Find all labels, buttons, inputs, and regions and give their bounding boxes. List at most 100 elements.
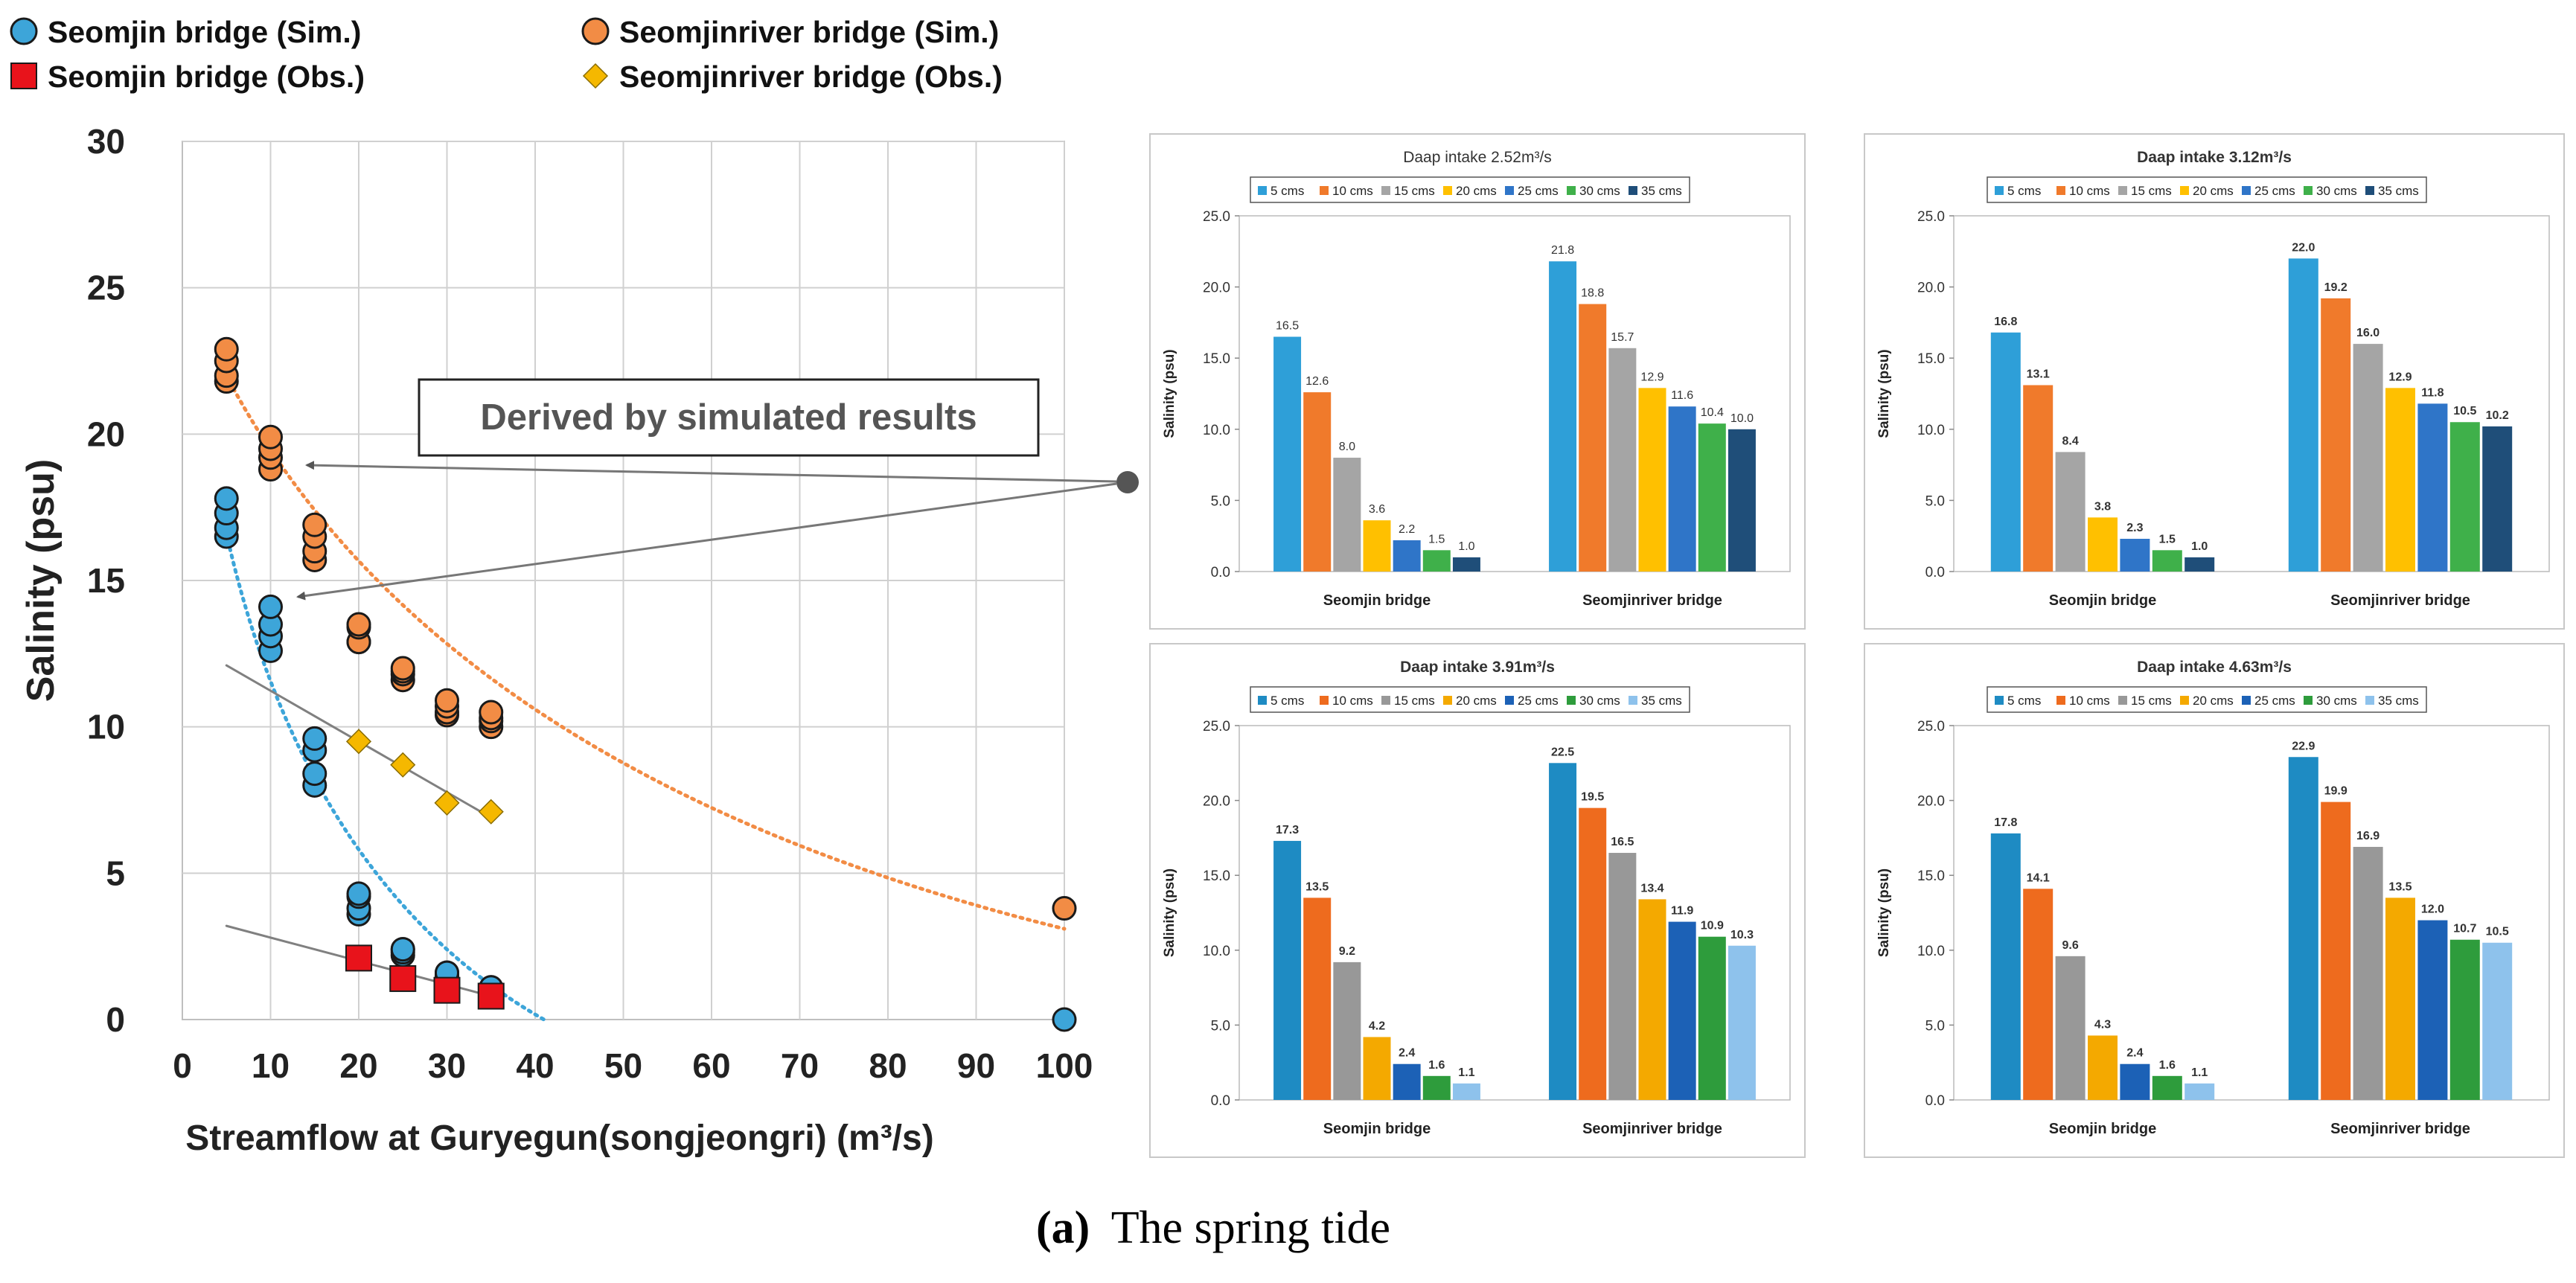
bar-value-label: 16.0 (2356, 327, 2380, 339)
bar (1990, 332, 2021, 572)
bar-y-tick-label: 25.0 (1917, 719, 1945, 735)
bar (2321, 298, 2351, 572)
bar-category-label: Seomjin bridge (1323, 1121, 1431, 1137)
bar-y-axis-label: Salinity (psu) (1162, 868, 1177, 957)
bar (2023, 385, 2054, 572)
bar-legend-label: 15 cms (2131, 694, 2172, 708)
bar-plot-area (1953, 215, 2550, 572)
bar-value-label: 13.4 (1640, 882, 1663, 895)
bar (1363, 520, 1391, 572)
bar-value-label: 16.5 (1276, 320, 1299, 333)
bar-y-tick-label: 20.0 (1917, 794, 1945, 810)
bar-category-label: Seomjin bridge (2049, 592, 2156, 609)
y-tick-label: 10 (87, 708, 125, 746)
bar-legend-label: 25 cms (1518, 694, 1559, 708)
bar-plot-area (1239, 215, 1791, 572)
bar (1579, 807, 1607, 1100)
bar-legend-swatch (1320, 186, 1329, 195)
bar-y-tick-label: 10.0 (1917, 944, 1945, 959)
bar-legend-swatch (2056, 696, 2065, 705)
bar (1452, 1083, 1480, 1100)
annotation-arrow (296, 482, 1117, 601)
bar-legend-swatch (2180, 696, 2189, 705)
bar-legend-label: 30 cms (2316, 694, 2357, 708)
bar-value-label: 1.6 (2159, 1059, 2176, 1072)
y-tick-label: 25 (87, 269, 125, 307)
bar-value-label: 1.5 (2159, 533, 2176, 545)
bar-value-label: 10.5 (2486, 926, 2509, 938)
bar-category-label: Seomjin bridge (1323, 592, 1431, 609)
bar-value-label: 2.3 (2126, 522, 2143, 534)
bar-legend-label: 35 cms (2378, 694, 2419, 708)
bar-y-tick-label: 25.0 (1917, 209, 1945, 225)
data-point (1052, 896, 1077, 921)
bar-value-label: 13.1 (2027, 368, 2050, 381)
bar-legend-label: 5 cms (1271, 694, 1304, 708)
bar-value-label: 15.7 (1611, 331, 1634, 344)
bar-legend-swatch (1505, 186, 1514, 195)
bar-y-axis-label: Salinity (psu) (1876, 868, 1892, 957)
bar-chart-panel-2: Daap intake 3.12m³/s 5 cms 10 cms 15 cms 20 … (1864, 133, 2565, 630)
x-tick-label: 50 (604, 1046, 642, 1085)
bar-value-label: 11.8 (2421, 386, 2444, 399)
bar-y-tick-label: 10.0 (1203, 423, 1230, 438)
bar-y-tick-label: 20.0 (1203, 281, 1230, 296)
legend-label: Seomjinriver bridge (Obs.) (619, 60, 1003, 94)
bar-legend-label: 15 cms (1394, 184, 1435, 198)
y-tick-label: 15 (87, 561, 125, 600)
x-tick-label: 60 (692, 1046, 730, 1085)
data-point (1052, 1007, 1077, 1032)
bar-legend-swatch (1995, 696, 2004, 705)
bar (1303, 898, 1332, 1100)
bar (1549, 763, 1577, 1100)
bar-value-label: 17.8 (1994, 816, 2017, 829)
bar-chart-panel-1: Daap intake 2.52m³/s 5 cms 10 cms 15 cms 20 … (1149, 133, 1806, 630)
y-tick-label: 5 (106, 854, 125, 892)
bar-value-label: 19.2 (2324, 281, 2348, 294)
y-axis-label: Salinity (psu) (19, 459, 63, 702)
bar-legend-swatch (2365, 696, 2374, 705)
bar (2385, 898, 2415, 1100)
bar-value-label: 10.5 (2453, 405, 2476, 417)
bar-category-label: Seomjinriver bridge (1582, 1121, 1722, 1137)
bar-legend-swatch (1505, 696, 1514, 705)
data-point (477, 982, 505, 1010)
bar-value-label: 9.6 (2062, 939, 2078, 952)
bar (2185, 557, 2215, 572)
svg-text:(a) The spring tide: (a) The spring tide (1036, 1203, 1390, 1253)
bar-value-label: 2.4 (1399, 1047, 1415, 1060)
bar-value-label: 16.8 (1994, 316, 2017, 328)
bar-legend-swatch (1567, 186, 1576, 195)
data-point (214, 486, 239, 511)
x-tick-label: 0 (173, 1046, 192, 1085)
bar-value-label: 3.6 (1369, 503, 1385, 516)
bar-legend-label: 10 cms (1332, 184, 1373, 198)
bar-legend-swatch (2242, 186, 2251, 195)
x-tick-label: 30 (428, 1046, 466, 1085)
bar (2321, 802, 2351, 1100)
bar-legend-label: 5 cms (2007, 184, 2041, 198)
data-point (214, 336, 239, 362)
bar-category-label: Seomjinriver bridge (1582, 592, 1722, 609)
bar-value-label: 16.5 (1611, 836, 1634, 848)
bar (1333, 458, 1361, 572)
bar-legend-label: 30 cms (1579, 694, 1620, 708)
trendline-0 (224, 531, 546, 1022)
bar-y-tick-label: 25.0 (1203, 209, 1230, 225)
bar-legend-label: 15 cms (2131, 184, 2172, 198)
data-point (390, 937, 415, 962)
bar-y-tick-label: 20.0 (1203, 794, 1230, 810)
legend-marker (581, 17, 610, 45)
annotation-box (418, 378, 1040, 457)
bar-value-label: 4.2 (1369, 1020, 1385, 1032)
bar-legend-swatch (1320, 696, 1329, 705)
bar-value-label: 1.1 (1458, 1066, 1474, 1079)
bar (1579, 304, 1607, 572)
figure-caption: (a) The spring tide (1036, 1203, 1390, 1253)
bar-chart-panel-3: Daap intake 3.91m³/s 5 cms 10 cms 15 cms 20 … (1149, 643, 1806, 1158)
bar-y-tick-label: 5.0 (1211, 493, 1230, 509)
bar (1363, 1037, 1391, 1100)
bar-legend-swatch (1443, 186, 1452, 195)
bar (2353, 846, 2383, 1100)
